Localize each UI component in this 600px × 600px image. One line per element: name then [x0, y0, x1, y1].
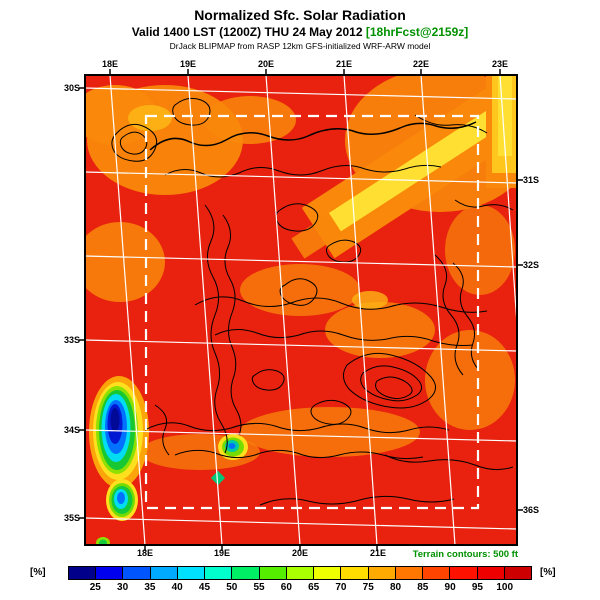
low-radiation-blob-south: [106, 479, 138, 521]
model-attribution: DrJack BLIPMAP from RASP 12km GFS-initia…: [169, 41, 431, 51]
colorbar-value: 65: [308, 582, 320, 593]
low-radiation-dot: [96, 537, 110, 545]
valid-time-text: Valid 1400 LST (1200Z) THU 24 May 2012: [131, 25, 363, 39]
colorbar-segment: [177, 567, 206, 579]
colorbar-value: 95: [471, 582, 483, 593]
x-tick-top: 18E: [101, 59, 119, 69]
page-title: Normalized Sfc. Solar Radiation: [194, 7, 406, 23]
x-tick-bottom: 21E: [369, 548, 387, 558]
colorbar-value: 80: [389, 582, 402, 593]
colorbar-value: 100: [496, 582, 514, 593]
domain-boundary: [144, 114, 480, 510]
colorbar-value: 85: [417, 582, 429, 593]
colorbar-segment: [150, 567, 178, 579]
colorbar-value: 75: [362, 582, 374, 593]
colorbar-unit-right: [%]: [540, 567, 556, 578]
colorbar-segment: [69, 567, 97, 579]
x-tick-bottom: 19E: [213, 548, 231, 558]
colorbar-segment: [450, 567, 478, 579]
y-tick-right: 31S: [523, 175, 540, 185]
colorbar-value: 90: [444, 582, 456, 593]
x-tick-bottom: 18E: [136, 548, 154, 558]
colorbar-value: 30: [117, 582, 129, 593]
colorbar-value: 25: [89, 582, 101, 593]
colorbar-segment: [395, 567, 424, 579]
forecast-offset-text: [18hrFcst@2159z]: [365, 25, 469, 39]
y-tick-right: 32S: [523, 260, 540, 270]
colorbar-value: 40: [171, 582, 183, 593]
map-frame: [84, 74, 518, 546]
colorbar-value: 55: [253, 582, 265, 593]
colorbar-value: 50: [226, 582, 238, 593]
x-tick-top: 22E: [412, 59, 430, 69]
y-tick-left: 34S: [63, 425, 80, 435]
colorbar-segment: [341, 567, 369, 579]
colorbar-segment: [423, 567, 451, 579]
low-radiation-blob: [89, 376, 149, 488]
colorbar-segment: [96, 567, 124, 579]
terrain-contours: [111, 97, 514, 506]
valid-time-line: Valid 1400 LST (1200Z) THU 24 May 2012 […: [0, 25, 600, 39]
colorbar-values: 25 30 35 40 45 50 55 60 65 70 75 80 85 90 95 100: [68, 582, 532, 595]
colorbar-segment: [504, 567, 531, 579]
y-tick-left: 33S: [63, 335, 80, 345]
colorbar-segment: [368, 567, 396, 579]
colorbar-segment: [286, 567, 315, 579]
colorbar-segment: [205, 567, 233, 579]
colorbar-segment: [259, 567, 287, 579]
colorbar-segment: [314, 567, 342, 579]
colorbar-segment: [123, 567, 151, 579]
colorbar-value: 60: [280, 582, 292, 593]
terrain-contours-note: Terrain contours: 500 ft: [412, 549, 518, 560]
colorbar-segment: [477, 567, 505, 579]
low-radiation-ring-spot: [218, 434, 248, 460]
axis-ticks: [79, 69, 523, 551]
y-tick-left: 35S: [63, 513, 80, 523]
x-tick-top: 19E: [179, 59, 197, 69]
colorbar-value: 70: [335, 582, 347, 593]
colorbar: [68, 566, 532, 580]
x-tick-top: 20E: [257, 59, 275, 69]
x-tick-top: 21E: [335, 59, 353, 69]
y-tick-left: 30S: [63, 83, 80, 93]
y-tick-right: 36S: [523, 505, 540, 515]
x-tick-bottom: 20E: [291, 548, 309, 558]
radiation-field: [85, 75, 517, 545]
colorbar-value: 35: [144, 582, 156, 593]
colorbar-value: 45: [198, 582, 211, 593]
x-tick-top: 23E: [491, 59, 509, 69]
colorbar-segment: [232, 567, 260, 579]
low-radiation-speck: [210, 470, 226, 486]
colorbar-unit-left: [%]: [30, 567, 46, 578]
